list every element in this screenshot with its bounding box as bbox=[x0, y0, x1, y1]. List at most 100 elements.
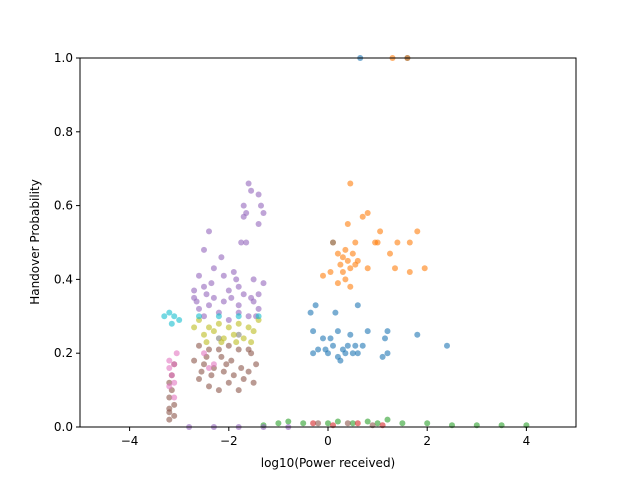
scatter-point bbox=[193, 298, 200, 305]
x-tick-label: −2 bbox=[220, 434, 238, 448]
scatter-point bbox=[327, 335, 334, 342]
scatter-point bbox=[406, 239, 413, 246]
scatter-point bbox=[384, 350, 391, 357]
scatter-point bbox=[364, 265, 371, 272]
scatter-point bbox=[245, 324, 252, 331]
x-tick-label: 4 bbox=[523, 434, 531, 448]
scatter-point bbox=[215, 346, 222, 353]
scatter-point bbox=[206, 324, 212, 331]
scatter-point bbox=[310, 328, 317, 335]
scatter-point bbox=[248, 350, 255, 357]
scatter-point bbox=[342, 246, 349, 253]
scatter-point bbox=[201, 283, 207, 290]
scatter-point bbox=[225, 342, 232, 349]
scatter-point bbox=[414, 331, 421, 338]
scatter-point bbox=[354, 350, 361, 357]
scatter-point bbox=[260, 280, 267, 287]
scatter-point bbox=[344, 342, 351, 349]
scatter-point bbox=[359, 342, 366, 349]
scatter-point bbox=[201, 350, 207, 357]
scatter-point bbox=[223, 361, 230, 368]
scatter-point bbox=[349, 250, 356, 257]
scatter-point bbox=[406, 269, 413, 275]
scatter-point bbox=[166, 405, 173, 412]
scatter-point bbox=[414, 228, 421, 235]
scatter-point bbox=[168, 372, 175, 379]
scatter-point bbox=[248, 339, 255, 346]
scatter-point bbox=[379, 353, 386, 360]
scatter-point bbox=[384, 328, 391, 335]
scatter-point bbox=[235, 302, 242, 309]
scatter-point bbox=[364, 210, 371, 216]
scatter-point bbox=[325, 420, 331, 427]
scatter-point bbox=[166, 309, 173, 316]
scatter-point bbox=[171, 394, 178, 401]
scatter-point bbox=[245, 180, 252, 187]
scatter-point bbox=[171, 412, 178, 419]
scatter-point bbox=[240, 213, 247, 220]
scatter-point bbox=[225, 287, 232, 294]
scatter-point bbox=[218, 353, 225, 360]
y-tick-label: 0.8 bbox=[54, 125, 73, 139]
scatter-point bbox=[210, 361, 217, 368]
scatter-point bbox=[315, 420, 322, 427]
scatter-point bbox=[206, 346, 212, 353]
scatter-point bbox=[344, 257, 351, 264]
scatter-point bbox=[168, 320, 175, 327]
scatter-point bbox=[330, 239, 336, 246]
scatter-point bbox=[198, 368, 205, 375]
scatter-point bbox=[349, 350, 356, 357]
scatter-point bbox=[176, 317, 183, 323]
scatter-point bbox=[238, 365, 245, 371]
scatter-point bbox=[307, 309, 314, 316]
scatter-point bbox=[320, 335, 326, 342]
scatter-point bbox=[196, 313, 202, 320]
scatter-point bbox=[218, 339, 225, 346]
scatter-point bbox=[337, 261, 344, 268]
x-axis-label: log10(Power received) bbox=[261, 456, 396, 470]
scatter-point bbox=[191, 287, 198, 294]
scatter-point bbox=[220, 368, 227, 375]
scatter-point bbox=[235, 346, 242, 353]
scatter-point bbox=[196, 342, 202, 349]
scatter-point bbox=[201, 331, 207, 338]
scatter-point bbox=[161, 313, 168, 320]
scatter-point bbox=[334, 418, 341, 425]
scatter-point bbox=[342, 276, 349, 283]
scatter-point bbox=[245, 368, 252, 375]
scatter-point bbox=[334, 328, 341, 335]
scatter-point bbox=[210, 328, 217, 335]
scatter-point bbox=[215, 320, 222, 327]
x-tick-label: 2 bbox=[423, 434, 431, 448]
scatter-point bbox=[230, 331, 237, 338]
scatter-point bbox=[332, 309, 339, 316]
scatter-point bbox=[225, 379, 232, 386]
scatter-point bbox=[240, 291, 247, 298]
scatter-point bbox=[235, 313, 242, 320]
scatter-point bbox=[166, 416, 173, 423]
y-tick-label: 1.0 bbox=[54, 51, 73, 65]
y-tick-label: 0.6 bbox=[54, 199, 73, 213]
scatter-point bbox=[240, 202, 247, 209]
scatter-point bbox=[203, 291, 210, 298]
scatter-point bbox=[320, 272, 326, 279]
scatter-point bbox=[322, 346, 329, 353]
scatter-point bbox=[285, 418, 292, 425]
scatter-point bbox=[377, 228, 384, 235]
scatter-point bbox=[300, 420, 307, 427]
scatter-point bbox=[220, 272, 227, 279]
scatter-point bbox=[255, 291, 262, 298]
scatter-point bbox=[382, 335, 388, 342]
scatter-point bbox=[339, 269, 346, 275]
scatter-point bbox=[230, 269, 237, 275]
scatter-point bbox=[255, 191, 262, 198]
scatter-point bbox=[347, 283, 354, 290]
y-tick-label: 0.4 bbox=[54, 272, 73, 286]
scatter-point bbox=[315, 346, 322, 353]
scatter-point bbox=[218, 254, 225, 261]
x-axis-ticks: −4 −2 0 2 4 bbox=[121, 427, 530, 448]
scatter-point bbox=[206, 302, 212, 309]
scatter-point bbox=[196, 272, 202, 279]
scatter-point bbox=[245, 313, 252, 320]
scatter-point bbox=[347, 331, 354, 338]
